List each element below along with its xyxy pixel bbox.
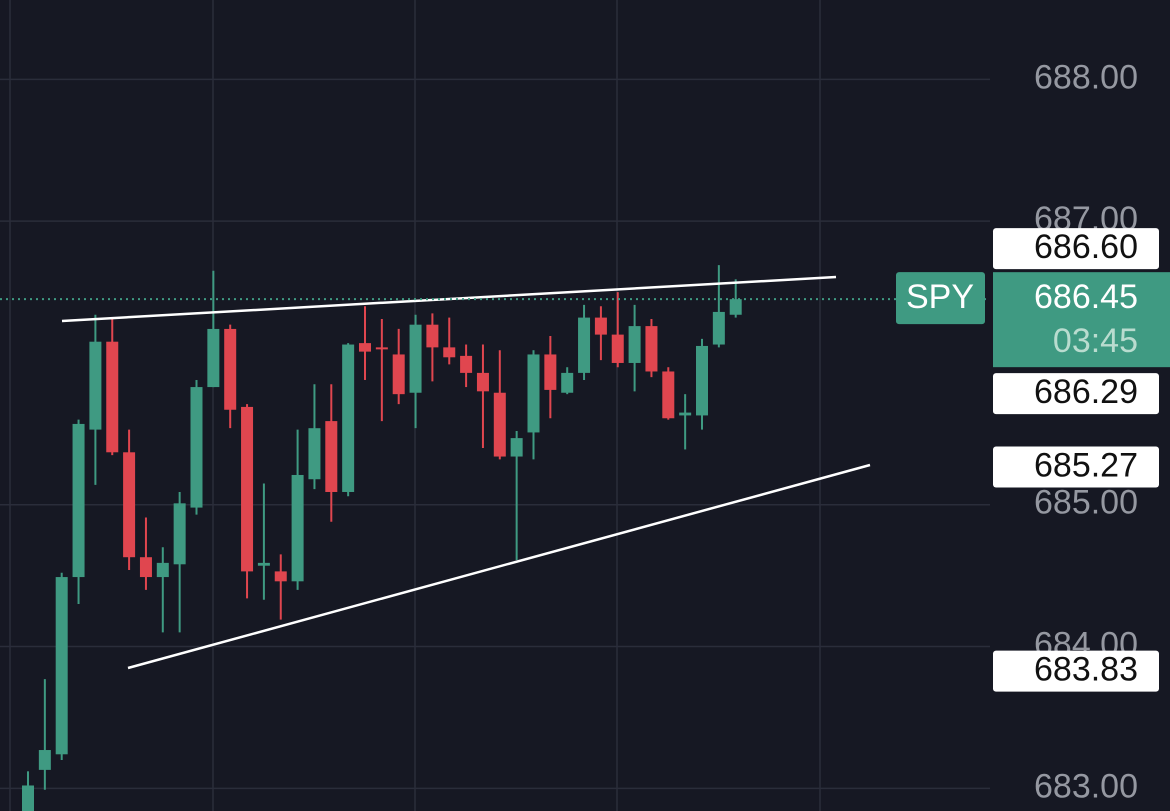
price-label-box [993, 228, 1159, 270]
candle-body [493, 392, 506, 457]
candle-body [291, 474, 304, 582]
symbol-label: SPY [906, 278, 974, 316]
candle-body [207, 328, 220, 388]
candle-body [257, 562, 270, 566]
candle-body [173, 503, 186, 565]
candle-body [89, 341, 102, 430]
candle-body [476, 372, 489, 392]
candle-body [308, 428, 321, 480]
candle-body [55, 577, 68, 755]
price-label: 683.83 [1034, 651, 1138, 689]
candle-body [696, 345, 708, 416]
candle-body [375, 347, 388, 350]
candle-body [527, 354, 540, 433]
candle-body [460, 355, 473, 373]
price-label: 686.29 [1034, 373, 1138, 411]
candle-body [712, 311, 725, 345]
price-label: 685.27 [1034, 446, 1138, 484]
candle-body [123, 452, 136, 558]
price-label-box [993, 373, 1159, 415]
y-tick-label: 688.00 [1034, 58, 1138, 96]
lower-trendline [127, 463, 871, 670]
last-price-label: 686.45 [1034, 278, 1138, 316]
trendlines [61, 275, 871, 670]
candle-body [139, 557, 152, 578]
y-tick-label: 685.00 [1034, 484, 1138, 522]
price-label: 686.60 [1034, 228, 1138, 266]
candle-body [561, 372, 574, 393]
candles [22, 265, 742, 811]
candle-body [106, 341, 119, 453]
candle-body [342, 344, 355, 492]
symbol-badge [896, 272, 985, 325]
y-tick-label: 683.00 [1034, 767, 1138, 805]
candle-body [190, 387, 203, 508]
candle-body [679, 412, 692, 416]
candle-body [443, 347, 456, 358]
countdown-label: 03:45 [1053, 322, 1138, 360]
upper-trendline [61, 275, 837, 323]
candle-body [578, 317, 591, 373]
candle-body [392, 354, 405, 395]
candle-body [156, 562, 169, 578]
candle-body [274, 571, 287, 582]
candle-body [22, 785, 34, 811]
candle-body [645, 326, 658, 372]
candle-body [611, 334, 624, 363]
candle-body [662, 371, 675, 419]
candle-body [426, 324, 439, 348]
candle-body [628, 326, 641, 363]
price-grid [0, 78, 990, 790]
candle-body [729, 299, 742, 315]
candle-body [409, 324, 422, 393]
candle-body [224, 328, 237, 410]
candle-body [241, 406, 254, 572]
last-price-badge [993, 272, 1170, 368]
candle-body [72, 423, 85, 578]
candle-body [594, 317, 607, 335]
price-label-box [993, 446, 1159, 488]
candle-body [544, 354, 557, 390]
candle-body [325, 421, 338, 492]
candle-body [38, 750, 51, 770]
candle-body [359, 343, 371, 352]
price-label-box [993, 650, 1159, 692]
candle-body [510, 438, 523, 457]
